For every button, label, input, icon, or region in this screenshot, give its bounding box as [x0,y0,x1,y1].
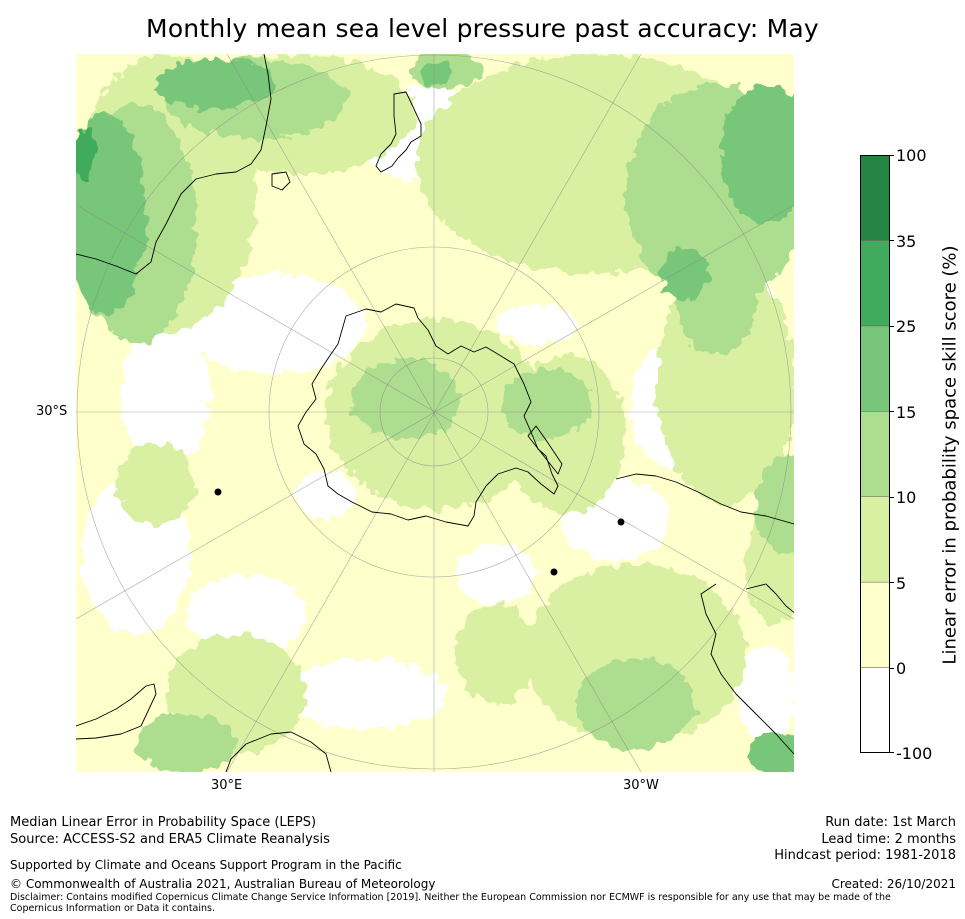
colorbar-tick-label: 15 [896,403,917,422]
footer-source: Source: ACCESS-S2 and ERA5 Climate Reana… [10,832,330,847]
longitude-label-30w: 30°W [623,778,659,793]
antarctica-coastline [297,303,559,527]
colorbar-axis-label: Linear error in probability space skill … [939,245,961,665]
footer-disclaimer: Disclaimer: Contains modified Copernicus… [10,892,891,914]
footer-copyright: © Commonwealth of Australia 2021, Austra… [10,877,436,891]
colorbar-tickmark [890,668,894,669]
colorbar-tick-label: 25 [896,317,917,336]
colorbar-tickmark [890,411,894,412]
graticule [76,54,794,772]
colorbar-tick-label: -100 [896,744,933,763]
new-zealand-coastline [375,91,422,173]
skill-negative-patches [81,86,794,744]
colorbar-tickmark [890,240,894,241]
colorbar-bin [859,667,891,754]
footer-method: Median Linear Error in Probability Space… [10,815,317,830]
footer-run-date: Run date: 1st March [825,815,956,830]
colorbar-tickmark [890,155,894,156]
polar-map [76,54,794,772]
colorbar-bin [859,325,891,412]
colorbar-tick-label: 100 [896,146,927,165]
colorbar [859,154,891,754]
colorbar-tickmark [890,326,894,327]
tasmania-coastline [271,171,291,191]
footer-support: Supported by Climate and Oceans Support … [10,858,402,872]
colorbar-tickmark [890,497,894,498]
colorbar-tick-label: 35 [896,232,917,251]
longitude-label-30e: 30°E [211,778,243,793]
colorbar-bin [859,411,891,497]
colorbar-tick-label: 10 [896,488,917,507]
latitude-label-30s: 30°S [36,404,68,419]
colorbar-tick-label: 0 [896,659,907,678]
footer-created: Created: 26/10/2021 [831,877,956,891]
australia-coastline [76,54,272,275]
skill-25-35-patches [76,129,96,179]
africa-coastline [76,683,332,772]
colorbar-bin [859,496,891,583]
footer-hindcast: Hindcast period: 1981-2018 [774,848,956,863]
colorbar-tickmark [890,752,894,753]
colorbar-frame [860,155,890,753]
south-america-coastline [615,473,794,755]
colorbar-bins [859,154,891,754]
chart-title: Monthly mean sea level pressure past acc… [146,14,819,43]
colorbar-bin [859,154,891,241]
coastlines [76,54,794,772]
colorbar-bin [859,240,891,327]
colorbar-bin [859,581,891,668]
colorbar-tick-label: 5 [896,574,907,593]
skill-field-patches [76,54,794,772]
antarctic-peninsula [527,425,563,475]
footer-lead-time: Lead time: 2 months [821,832,956,847]
colorbar-tickmark [890,582,894,583]
map-canvas [76,54,794,772]
